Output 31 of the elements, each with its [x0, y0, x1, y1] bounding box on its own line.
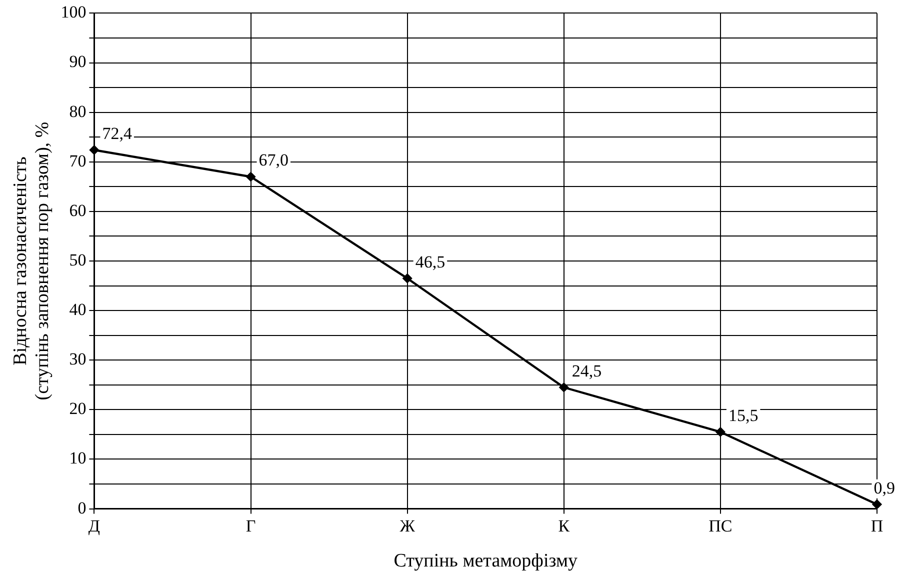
x-tick-label: П [870, 516, 884, 536]
point [246, 172, 256, 182]
point [90, 145, 99, 155]
y-tick-label: 70 [69, 151, 86, 170]
data-label: 46,5 [415, 252, 446, 272]
x-axis-title: Ступінь метаморфізму [394, 550, 578, 572]
x-tick-label: Ж [400, 516, 416, 536]
x-tick-label: ПС [708, 516, 732, 536]
y-tick-label: 50 [69, 250, 86, 270]
point [872, 500, 882, 509]
y-tick-label: 40 [69, 300, 86, 320]
y-tick-label: 10 [69, 448, 86, 468]
y-tick-label: 80 [69, 102, 86, 121]
y-tick-label: 20 [69, 399, 86, 418]
y-tick-label: 60 [69, 200, 86, 220]
y-axis-title: Відносна газонасиченість (ступінь заповнення пор газом), % [10, 122, 53, 400]
x-tick-label: К [558, 516, 570, 536]
point [402, 274, 412, 283]
data-label: 67,0 [258, 150, 289, 170]
point [559, 382, 568, 392]
data-label: 15,5 [728, 406, 758, 425]
y-tick-label: 90 [69, 52, 86, 72]
data-label: 24,5 [572, 361, 602, 380]
x-tick-label: Г [246, 516, 256, 536]
data-label: 0,9 [874, 478, 895, 498]
y-tick-label: 0 [78, 498, 86, 518]
data-label: 72,4 [102, 124, 132, 143]
point [716, 427, 726, 437]
y-tick-label: 30 [69, 350, 86, 369]
y-tick-label: 100 [60, 2, 86, 22]
x-tick-label: Д [88, 516, 100, 536]
